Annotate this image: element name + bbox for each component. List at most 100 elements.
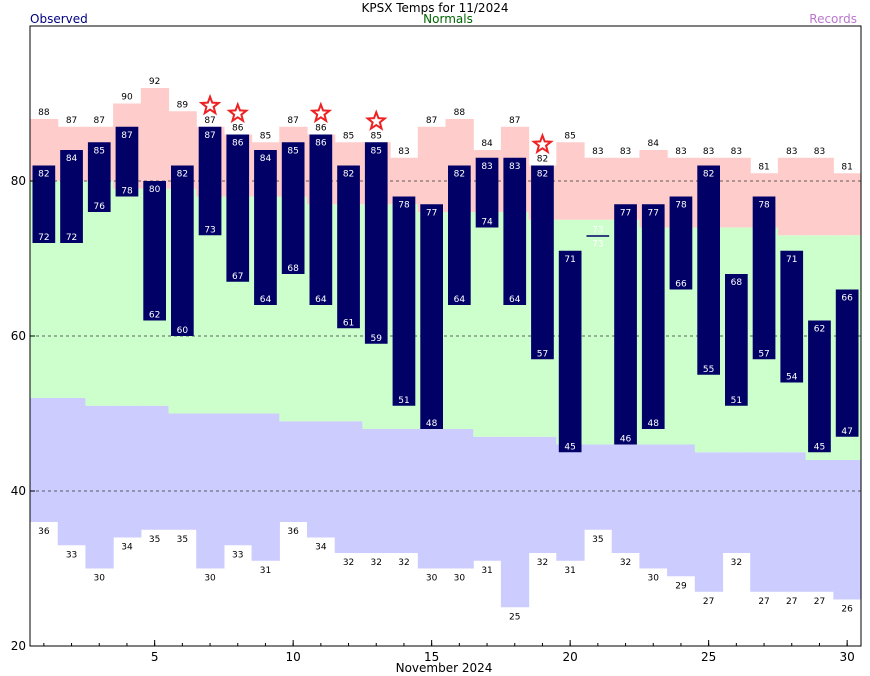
record-low-band (417, 429, 447, 569)
observed-bar (32, 165, 56, 243)
record-low-band (307, 421, 336, 538)
record-labels: 88 36 87 33 87 30 90 34 92 35 89 35 87 30 86 33 85 31 87 36… (38, 77, 853, 622)
record-high-label: 84 (481, 139, 493, 149)
observed-high-label: 68 (731, 278, 743, 288)
record-low-label: 33 (232, 550, 243, 560)
observed-bar (641, 204, 665, 429)
observed-low-label: 72 (66, 233, 77, 243)
observed-high-label: 78 (398, 201, 410, 211)
x-axis: 5 10 15 20 25 30 (43, 640, 855, 664)
record-low-band (584, 444, 613, 530)
normal-band (85, 181, 114, 406)
record-low-label: 32 (731, 558, 742, 568)
observed-bar (420, 204, 443, 429)
record-low-band (279, 421, 308, 522)
record-low-band (805, 460, 834, 592)
record-low-band (777, 452, 807, 592)
observed-high-label: 83 (481, 162, 492, 172)
record-low-band (168, 413, 197, 530)
observed-bar (392, 196, 416, 406)
observed-high-label: 77 (648, 208, 659, 218)
record-star-icon (531, 132, 554, 155)
record-low-band (722, 452, 751, 553)
observed-bar (558, 250, 582, 453)
normal-band (113, 188, 142, 406)
observed-low-label: 55 (703, 365, 714, 375)
observed-low-label: 47 (841, 427, 852, 437)
observed-bar (60, 150, 83, 243)
record-high-label: 92 (149, 77, 160, 87)
record-high-label: 83 (592, 147, 603, 157)
observed-high-label: 82 (537, 170, 548, 180)
x-axis-label: November 2024 (396, 661, 493, 675)
observed-high-label: 84 (66, 154, 78, 164)
record-low-label: 35 (149, 535, 160, 545)
observed-low-label: 73 (592, 225, 603, 235)
record-low-band (500, 436, 530, 608)
record-high-label: 83 (814, 147, 825, 157)
record-low-label: 30 (426, 574, 438, 584)
record-low-label: 30 (204, 574, 216, 584)
gridlines (30, 180, 861, 492)
observed-low-label: 72 (38, 233, 49, 243)
record-low-label: 25 (509, 612, 520, 622)
observed-low-label: 64 (260, 295, 272, 305)
observed-bar (364, 142, 388, 344)
record-star-icon (364, 109, 388, 131)
record-low-label: 34 (121, 543, 133, 553)
observed-low-label: 74 (481, 218, 493, 228)
record-low-band (556, 444, 585, 561)
record-high-label: 85 (564, 131, 575, 141)
observed-bar (171, 165, 194, 336)
observed-low-label: 64 (315, 295, 327, 305)
observed-low-label: 76 (94, 202, 106, 212)
observed-bar (87, 142, 111, 212)
record-low-label: 27 (814, 597, 825, 607)
record-high-label: 86 (232, 124, 244, 134)
record-low-label: 29 (675, 581, 687, 591)
observed-bar (835, 289, 859, 437)
observed-low-label: 51 (731, 396, 742, 406)
y-tick-label: 40 (11, 484, 26, 498)
observed-bar (669, 196, 693, 290)
observed-bar (254, 150, 277, 305)
observed-high-label: 78 (758, 201, 770, 211)
record-low-label: 32 (537, 558, 548, 568)
chart-title: KPSX Temps for 11/2024 (362, 1, 509, 15)
observed-high-label: 82 (454, 170, 465, 180)
observed-high-label: 87 (121, 131, 132, 141)
observed-low-label: 57 (537, 349, 548, 359)
record-high-label: 83 (675, 147, 686, 157)
observed-low-label: 61 (343, 318, 354, 328)
record-high-label: 83 (786, 147, 797, 157)
observed-high-label: 82 (703, 170, 714, 180)
observed-high-label: 82 (343, 170, 354, 180)
observed-bar (143, 181, 166, 321)
observed-high-label: 85 (287, 146, 298, 156)
legend-observed: Observed (30, 12, 88, 26)
observed-low-label: 62 (149, 311, 160, 321)
record-high-label: 83 (703, 147, 714, 157)
observed-bar (531, 165, 554, 360)
observed-low-label: 54 (786, 373, 798, 383)
legend-records: Records (809, 12, 857, 26)
observed-low-label: 67 (232, 272, 243, 282)
record-high-label: 87 (94, 116, 105, 126)
record-high-band (417, 126, 447, 212)
observed-low-label: 68 (287, 264, 299, 274)
record-high-label: 81 (758, 162, 769, 172)
record-high-label: 83 (731, 147, 742, 157)
record-low-band (667, 444, 696, 577)
observed-bars: 82 72 84 72 85 76 87 78 80 62 82 60 87 73 86 67 84 64 85 68… (32, 126, 859, 453)
record-high-label: 82 (537, 155, 548, 165)
observed-high-label: 82 (177, 170, 188, 180)
record-low-label: 31 (564, 566, 575, 576)
observed-high-label: 71 (564, 255, 575, 265)
record-low-band (85, 405, 114, 569)
y-tick-label: 60 (11, 329, 26, 343)
record-low-label: 35 (592, 535, 603, 545)
record-low-band (473, 436, 502, 561)
observed-bar (780, 250, 804, 383)
observed-low-label: 45 (814, 442, 825, 452)
y-tick-label: 20 (11, 639, 26, 653)
